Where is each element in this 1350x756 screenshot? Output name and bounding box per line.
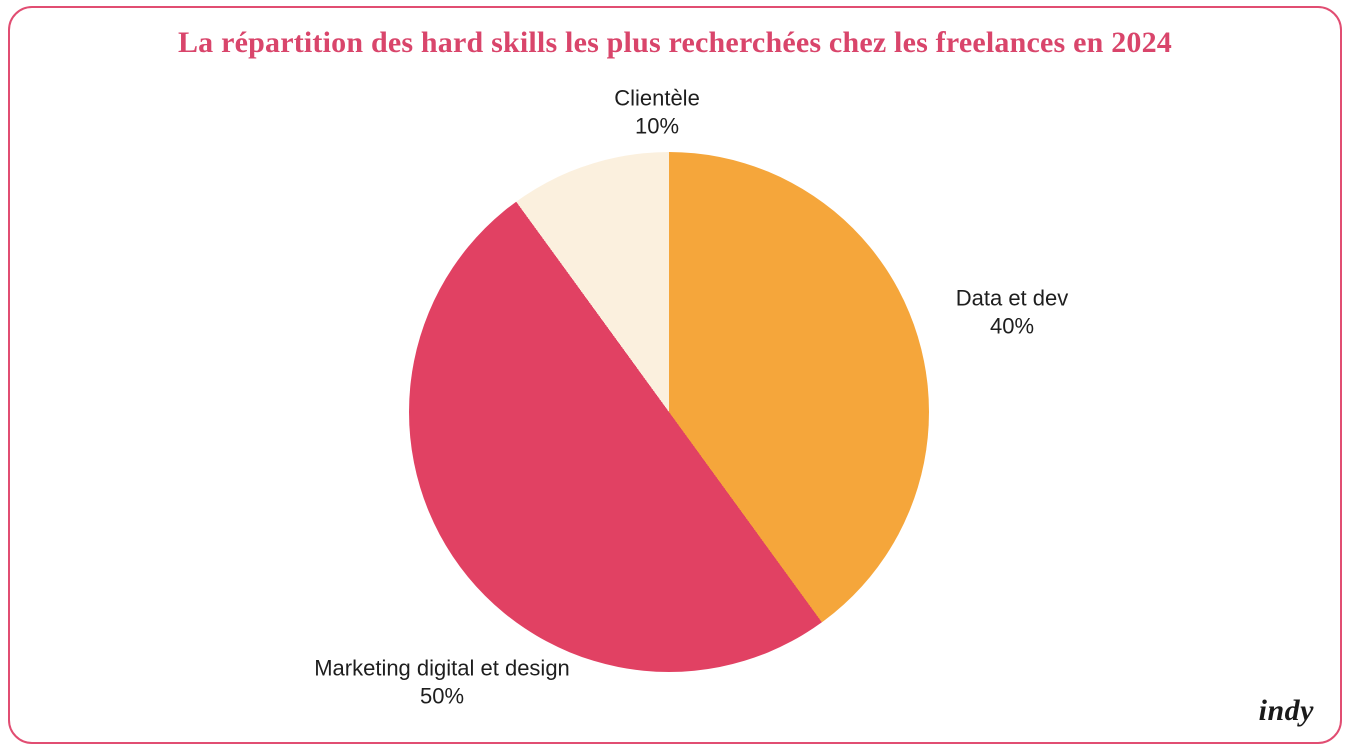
chart-title: La répartition des hard skills les plus …: [10, 26, 1340, 59]
slice-label-percent: 40%: [990, 313, 1034, 338]
slice-label-name: Data et dev: [956, 286, 1069, 311]
pie-chart-area: Data et dev40% Marketing digital et desig…: [10, 88, 1340, 722]
slice-label-name: Clientèle: [614, 86, 700, 111]
slice-label: Data et dev40%: [956, 285, 1069, 340]
slice-label-name: Marketing digital et design: [314, 656, 570, 681]
chart-card: La répartition des hard skills les plus …: [8, 6, 1342, 744]
brand-logo: indy: [1259, 694, 1314, 728]
slice-label-percent: 50%: [420, 683, 464, 708]
pie-chart: [409, 152, 929, 672]
slice-label: Clientèle10%: [614, 85, 700, 140]
slice-label-percent: 10%: [635, 113, 679, 138]
slice-label: Marketing digital et design50%: [314, 655, 570, 710]
